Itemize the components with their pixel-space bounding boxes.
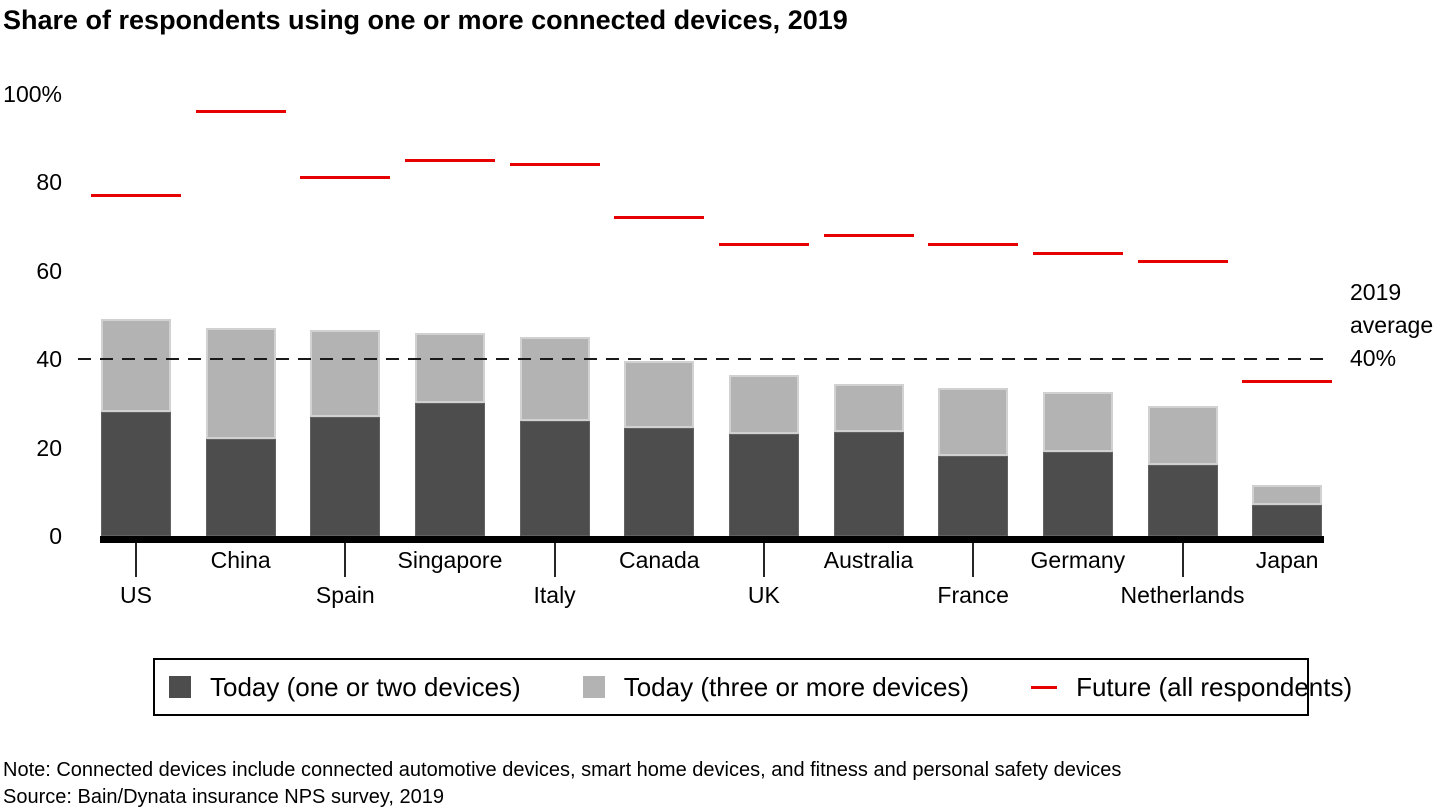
x-axis-label-australia: Australia xyxy=(823,547,914,573)
x-axis-line xyxy=(100,536,1324,543)
x-axis-tick-france xyxy=(972,543,975,577)
bar-segment-australia-today-three-or-more xyxy=(833,383,904,433)
future-marker-france xyxy=(928,242,1019,246)
bar-segment-australia-today-one-or-two xyxy=(833,432,904,536)
future-marker-singapore xyxy=(404,158,495,162)
future-marker-spain xyxy=(300,176,391,180)
note-text: Note: Connected devices include connecte… xyxy=(3,759,1122,781)
bar-segment-spain-today-one-or-two xyxy=(310,416,381,536)
x-axis-label-singapore: Singapore xyxy=(397,547,503,573)
bar-segment-france-today-one-or-two xyxy=(938,456,1009,536)
future-marker-canada xyxy=(614,216,705,220)
bar-segment-france-today-three-or-more xyxy=(938,387,1009,457)
y-axis-label-80: 80 xyxy=(36,169,62,196)
bar-segment-canada-today-three-or-more xyxy=(624,361,695,428)
future-marker-uk xyxy=(718,242,809,246)
x-axis-tick-italy xyxy=(553,543,556,577)
chart-title: Share of respondents using one or more c… xyxy=(3,5,848,35)
legend-item-today-three-or-more: Today (three or more devices) xyxy=(582,671,970,703)
average-annotation-line-1: 2019 xyxy=(1350,279,1402,305)
bar-segment-singapore-today-three-or-more xyxy=(414,332,485,404)
average-annotation-line-3: 40% xyxy=(1350,345,1397,371)
legend-label: Today (one or two devices) xyxy=(210,671,521,702)
bar-segment-us-today-one-or-two xyxy=(101,412,171,536)
x-axis-tick-spain xyxy=(344,543,347,577)
y-axis-label-0: 0 xyxy=(49,523,62,549)
bar-segment-uk-today-three-or-more xyxy=(728,374,799,435)
future-marker-japan xyxy=(1242,379,1333,383)
x-axis-label-france: France xyxy=(937,582,1009,608)
legend-label: Future (all respondents) xyxy=(1076,671,1353,702)
future-marker-us xyxy=(91,194,181,198)
y-axis-label-60: 60 xyxy=(36,257,62,284)
footnotes: Note: Connected devices include connecte… xyxy=(3,757,1121,810)
bar-segment-netherlands-today-one-or-two xyxy=(1147,465,1218,536)
average-dashed-line xyxy=(78,358,1332,361)
x-axis-label-us: US xyxy=(120,582,152,608)
source-text: Source: Bain/Dynata insurance NPS survey… xyxy=(3,786,444,808)
x-axis-label-china: China xyxy=(210,547,271,573)
bar-segment-japan-today-one-or-two xyxy=(1252,505,1323,536)
bar-segment-china-today-three-or-more xyxy=(205,328,276,439)
light-gray-swatch-icon xyxy=(582,676,605,698)
x-axis-tick-us xyxy=(135,543,137,577)
future-marker-germany xyxy=(1032,251,1123,255)
bar-segment-italy-today-one-or-two xyxy=(519,421,590,536)
average-annotation: 2019 average 40% xyxy=(1350,276,1433,375)
x-axis-label-japan: Japan xyxy=(1255,547,1319,573)
bar-segment-uk-today-one-or-two xyxy=(728,434,799,536)
x-axis-label-spain: Spain xyxy=(315,582,375,608)
legend-item-future: Future (all respondents) xyxy=(1031,672,1352,703)
red-line-swatch-icon xyxy=(1031,685,1058,689)
future-marker-italy xyxy=(509,163,600,167)
bar-segment-us-today-three-or-more xyxy=(101,319,171,413)
bar-segment-singapore-today-one-or-two xyxy=(414,403,485,536)
bar-segment-italy-today-three-or-more xyxy=(519,337,590,422)
bar-segment-spain-today-three-or-more xyxy=(310,330,381,417)
x-axis-label-canada: Canada xyxy=(618,547,700,573)
x-axis-tick-netherlands xyxy=(1181,543,1184,577)
future-marker-australia xyxy=(823,233,914,237)
y-axis-label-100: 100% xyxy=(3,81,62,107)
future-marker-china xyxy=(195,110,286,114)
future-marker-netherlands xyxy=(1137,260,1228,264)
x-axis-label-uk: UK xyxy=(747,582,780,608)
y-axis-label-20: 20 xyxy=(36,434,62,461)
legend: Today (one or two devices) Today (three … xyxy=(153,658,1352,716)
legend-label: Today (three or more devices) xyxy=(623,671,970,702)
legend-item-today-one-or-two: Today (one or two devices) xyxy=(169,672,521,703)
x-axis-tick-uk xyxy=(762,543,765,577)
dark-gray-swatch-icon xyxy=(169,676,191,698)
bar-segment-japan-today-three-or-more xyxy=(1252,485,1323,506)
y-axis-label-40: 40 xyxy=(36,346,62,373)
x-axis-label-italy: Italy xyxy=(533,582,576,608)
average-annotation-line-2: average xyxy=(1350,312,1434,338)
bar-segment-canada-today-one-or-two xyxy=(624,427,695,536)
bar-segment-germany-today-three-or-more xyxy=(1042,392,1113,452)
bar-segment-germany-today-one-or-two xyxy=(1042,452,1113,536)
x-axis-label-netherlands: Netherlands xyxy=(1120,582,1245,608)
bar-segment-netherlands-today-three-or-more xyxy=(1147,405,1218,466)
bar-segment-china-today-one-or-two xyxy=(205,438,276,536)
x-axis-label-germany: Germany xyxy=(1030,547,1126,573)
